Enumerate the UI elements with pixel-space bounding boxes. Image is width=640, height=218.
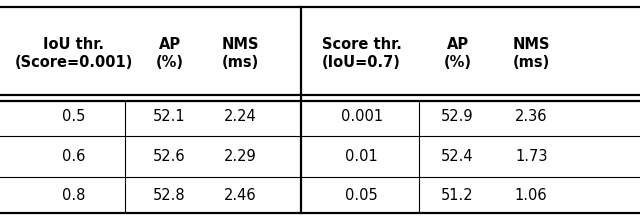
Text: AP
(%): AP (%) xyxy=(156,37,184,70)
Text: 52.6: 52.6 xyxy=(154,150,186,164)
Text: 0.01: 0.01 xyxy=(345,150,378,164)
Text: 0.5: 0.5 xyxy=(62,109,85,124)
Text: 52.8: 52.8 xyxy=(154,188,186,203)
Text: 0.8: 0.8 xyxy=(62,188,85,203)
Text: NMS
(ms): NMS (ms) xyxy=(513,37,550,70)
Text: 0.05: 0.05 xyxy=(345,188,378,203)
Text: 2.36: 2.36 xyxy=(515,109,547,124)
Text: 51.2: 51.2 xyxy=(442,188,474,203)
Text: 52.4: 52.4 xyxy=(442,150,474,164)
Text: 1.73: 1.73 xyxy=(515,150,547,164)
Text: AP
(%): AP (%) xyxy=(444,37,472,70)
Text: 0.001: 0.001 xyxy=(340,109,383,124)
Text: Score thr.
(IoU=0.7): Score thr. (IoU=0.7) xyxy=(322,37,401,70)
Text: IoU thr.
(Score=0.001): IoU thr. (Score=0.001) xyxy=(15,37,132,70)
Text: 52.9: 52.9 xyxy=(442,109,474,124)
Text: 2.24: 2.24 xyxy=(223,109,257,124)
Text: 2.46: 2.46 xyxy=(224,188,256,203)
Text: 0.6: 0.6 xyxy=(62,150,85,164)
Text: 2.29: 2.29 xyxy=(223,150,257,164)
Text: 52.1: 52.1 xyxy=(154,109,186,124)
Text: 1.06: 1.06 xyxy=(515,188,547,203)
Text: NMS
(ms): NMS (ms) xyxy=(221,37,259,70)
